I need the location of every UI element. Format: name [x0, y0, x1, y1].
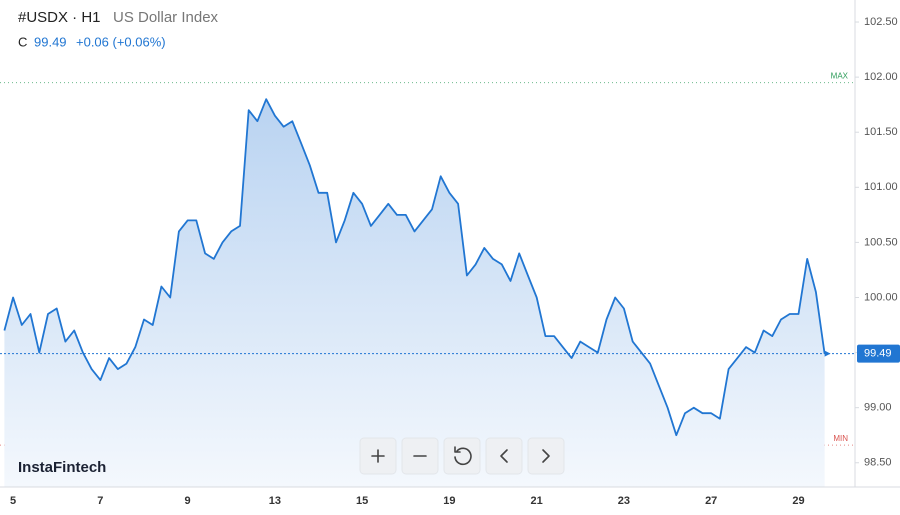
x-tick-label: 19: [443, 495, 455, 507]
logo: InstaFintech: [18, 459, 106, 476]
scroll-left-button[interactable]: [485, 437, 523, 475]
max-line-label: MAX: [831, 72, 849, 81]
area: [4, 99, 825, 487]
scroll-right-button[interactable]: [527, 437, 565, 475]
y-tick-label: 101.00: [864, 181, 898, 193]
instrument-name: US Dollar Index: [113, 9, 219, 26]
zoom-out-button[interactable]: [401, 437, 439, 475]
x-tick-label: 15: [356, 495, 368, 507]
y-tick-label: 102.00: [864, 71, 898, 83]
last-price-marker: [824, 350, 831, 357]
min-line-label: MIN: [833, 434, 848, 443]
change: +0.06 (+0.06%): [76, 34, 166, 49]
x-tick-label: 23: [618, 495, 630, 507]
reset-button[interactable]: [443, 437, 481, 475]
x-tick-label: 5: [10, 495, 16, 507]
symbol: #USDX · H1: [18, 9, 101, 26]
zoom-in-button[interactable]: [359, 437, 397, 475]
y-tick-label: 101.50: [864, 126, 898, 138]
x-tick-label: 13: [269, 495, 281, 507]
price-line: [3, 98, 826, 437]
plot-area: MAX MIN: [0, 72, 855, 487]
close-label: C: [18, 34, 27, 49]
y-tick-label: 100.50: [864, 236, 898, 248]
last-price-label: 99.49: [864, 348, 892, 360]
toolbar: [359, 437, 565, 475]
last-price-tag: [857, 344, 900, 363]
y-tick-label: 100.00: [864, 291, 898, 303]
y-tick-label: 98.50: [864, 457, 892, 469]
x-tick-label: 7: [97, 495, 103, 507]
y-tick-label: 99.00: [864, 402, 892, 414]
x-tick-label: 21: [531, 495, 543, 507]
close-value: 99.49: [34, 34, 67, 49]
x-tick-label: 27: [705, 495, 717, 507]
x-tick-label: 29: [792, 495, 804, 507]
x-tick-label: 9: [185, 495, 191, 507]
y-tick-label: 102.50: [864, 16, 898, 28]
